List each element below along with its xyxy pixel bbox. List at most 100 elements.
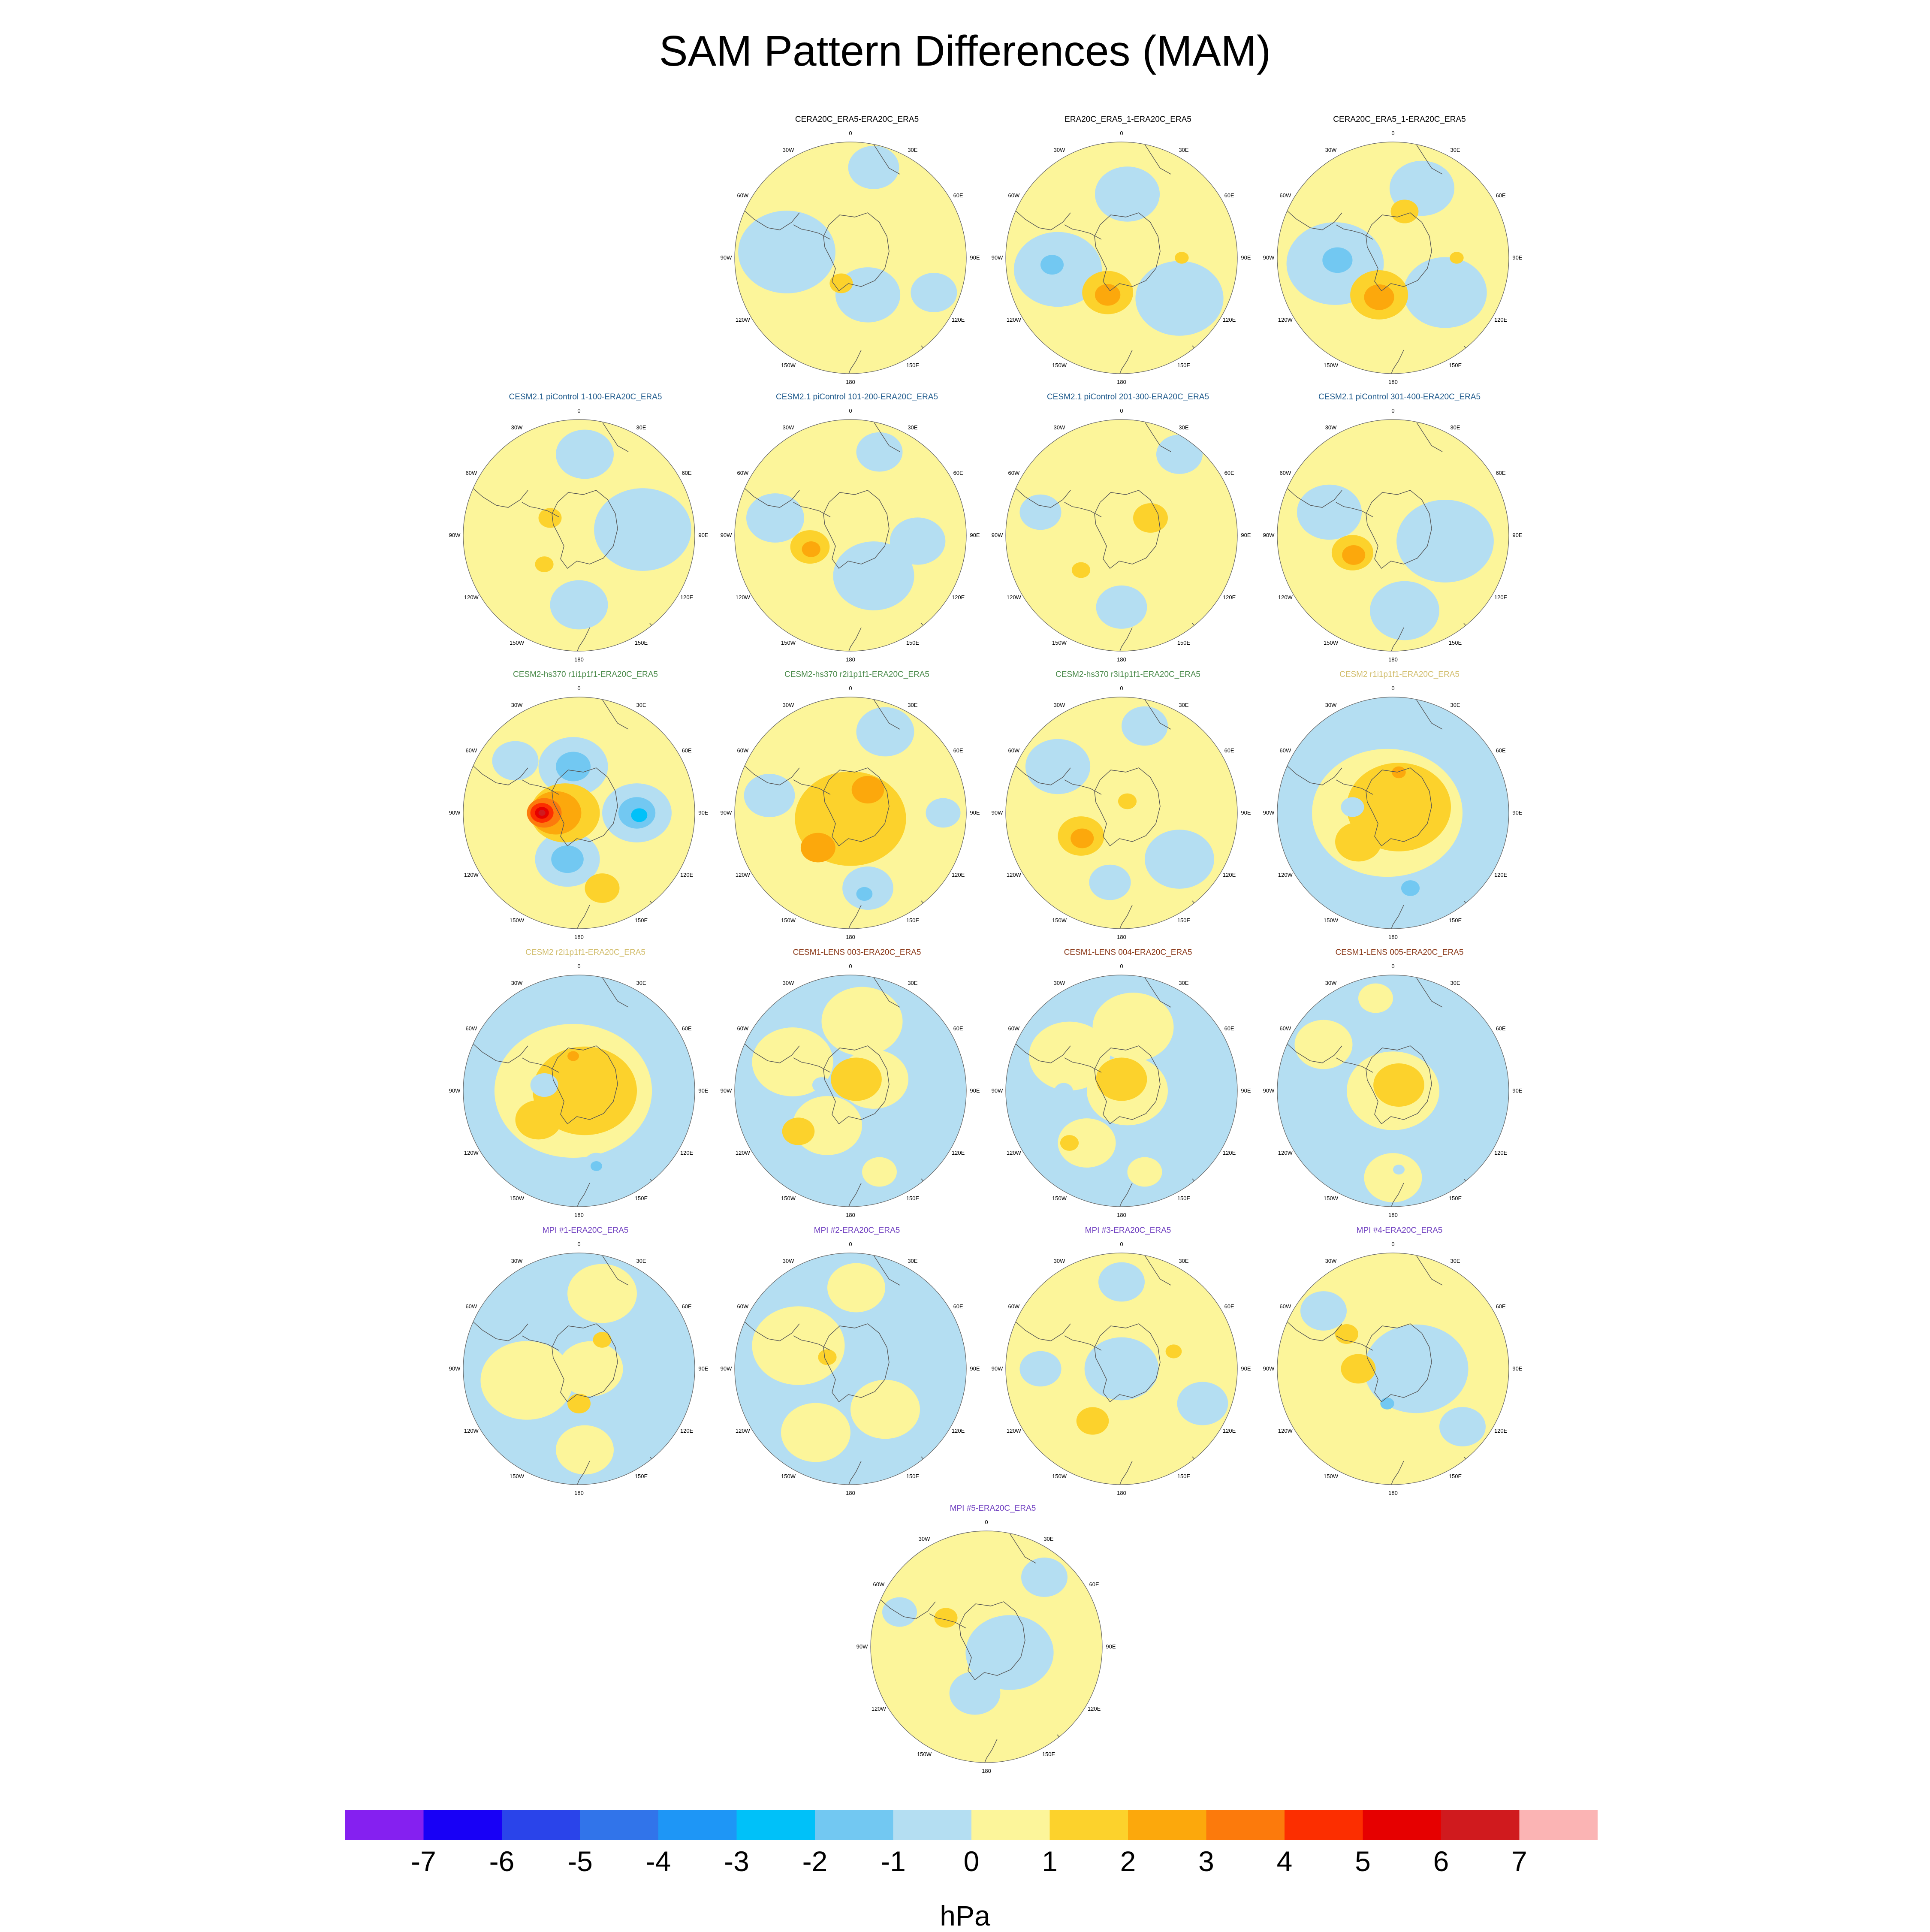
longitude-label: 60E (1224, 470, 1234, 476)
coastline (1416, 422, 1443, 452)
coastline (846, 627, 862, 651)
longitude-label: 120W (736, 872, 751, 878)
longitude-label: 150E (906, 1195, 920, 1201)
colorbar-swatch (502, 1810, 580, 1840)
longitude-label: 30E (1179, 147, 1188, 153)
longitude-label: 0 (1120, 1241, 1123, 1247)
longitude-label: 0 (577, 1241, 580, 1247)
longitude-label: 90E (1241, 254, 1251, 261)
longitude-label: 120E (1494, 317, 1508, 323)
map-border (463, 1253, 695, 1485)
longitude-label: 150E (635, 640, 648, 646)
contour-region (567, 1051, 579, 1061)
coastline (793, 1057, 831, 1073)
contour-region (1092, 993, 1174, 1062)
longitude-label: 30E (908, 980, 917, 986)
coastline (742, 208, 800, 230)
colorbar-swatch (1363, 1810, 1441, 1840)
longitude-label: 120E (1494, 1428, 1508, 1434)
panel-title: MPI #4-ERA20C_ERA5 (1356, 1226, 1443, 1235)
contour-region (1450, 252, 1464, 264)
longitude-label: 150W (781, 640, 796, 646)
longitude-label: 90W (721, 1087, 732, 1094)
coastline (1336, 1335, 1373, 1351)
contour-region (492, 741, 539, 781)
panel-title: MPI #3-ERA20C_ERA5 (1085, 1226, 1171, 1235)
colorbar-swatch (736, 1810, 815, 1840)
contour-region (856, 887, 873, 901)
contour-region (1341, 1354, 1376, 1384)
longitude-label: 60W (1008, 747, 1019, 754)
contour-region (551, 845, 584, 873)
longitude-label: 150E (1449, 917, 1462, 924)
contour-region (882, 1597, 917, 1627)
coastline (1145, 978, 1171, 1008)
map-panel: MPI #2-ERA20C_ERA5 0 30E 60E 90E 120E 150E 180 1… (720, 1226, 994, 1500)
longitude-label: 120E (1088, 1706, 1101, 1712)
panel-title: CESM2.1 piControl 301-400-ERA20C_ERA5 (1318, 392, 1481, 401)
longitude-label: 120W (1007, 594, 1022, 601)
polar-map: 0 30E 60E 90E 120E 150E 180 150W 120W 90W 60W 30W (1263, 130, 1523, 385)
longitude-label: 90W (992, 532, 1003, 538)
map-border (1277, 697, 1509, 929)
coastline (1064, 1057, 1102, 1073)
longitude-label: 0 (849, 130, 852, 136)
longitude-label: 90W (721, 532, 732, 538)
longitude-label: 120E (1223, 594, 1236, 601)
coastline (649, 1178, 663, 1198)
longitude-label: 60W (465, 1303, 477, 1310)
map-background (735, 142, 966, 374)
contour-region (480, 1341, 573, 1420)
longitude-label: 150E (1449, 362, 1462, 368)
coastline (874, 145, 900, 175)
contour-region (1118, 793, 1137, 809)
coastline (1388, 350, 1404, 374)
longitude-label: 60W (873, 1581, 884, 1588)
longitude-label: 150W (1324, 1195, 1339, 1201)
coastline (1192, 1456, 1206, 1476)
contour-region (594, 488, 691, 571)
longitude-label: 30W (511, 702, 523, 708)
coastline (1463, 345, 1477, 365)
panel-title: CESM2-hs370 r2i1p1f1-ERA20C_ERA5 (784, 670, 929, 679)
longitude-label: 90E (970, 532, 980, 538)
longitude-label: 120E (952, 317, 965, 323)
contour-region (556, 752, 591, 782)
map-panel: CESM1-LENS 005-ERA20C_ERA5 0 30E 60E 90E 120E… (1262, 948, 1537, 1223)
contour-region (1373, 1063, 1424, 1107)
longitude-label: 120E (680, 1428, 694, 1434)
contour-region (1076, 1407, 1109, 1435)
longitude-label: 180 (574, 934, 584, 940)
longitude-label: 150E (1449, 640, 1462, 646)
longitude-label: 90W (449, 1365, 461, 1372)
contour-region (1029, 1021, 1110, 1091)
longitude-label: 180 (1117, 934, 1126, 940)
map-border (1005, 1253, 1238, 1485)
contour-region (1177, 1382, 1228, 1425)
colorbar-tick-label: 6 (1433, 1845, 1449, 1877)
longitude-label: 60W (465, 747, 477, 754)
coastline (1463, 1456, 1477, 1476)
coastline (1094, 767, 1161, 846)
longitude-label: 0 (985, 1519, 988, 1525)
contour-region (1095, 284, 1121, 306)
longitude-label: 90W (721, 254, 732, 261)
panel-title: CESM2 r1i1p1f1-ERA20C_ERA5 (1339, 670, 1460, 679)
longitude-label: 120W (736, 594, 751, 601)
longitude-label: 150W (1324, 1473, 1339, 1479)
longitude-label: 60W (1279, 747, 1291, 754)
longitude-label: 150W (781, 917, 796, 924)
contour-region (934, 1608, 958, 1628)
colorbar: -7 -6 -5 -4 -3 -2 -1 0 1 2 3 4 5 6 7 (345, 1810, 1598, 1877)
contour-region (800, 833, 835, 863)
contour-region (1175, 252, 1189, 264)
contour-region (965, 1615, 1054, 1690)
longitude-label: 90E (698, 1087, 708, 1094)
coastline (1192, 345, 1206, 365)
longitude-label: 60E (1089, 1581, 1099, 1588)
colorbar-tick-label: -1 (881, 1845, 906, 1877)
coastline (1336, 224, 1373, 240)
contour-region (829, 273, 853, 293)
longitude-label: 90E (1512, 254, 1522, 261)
contour-region (550, 580, 608, 630)
